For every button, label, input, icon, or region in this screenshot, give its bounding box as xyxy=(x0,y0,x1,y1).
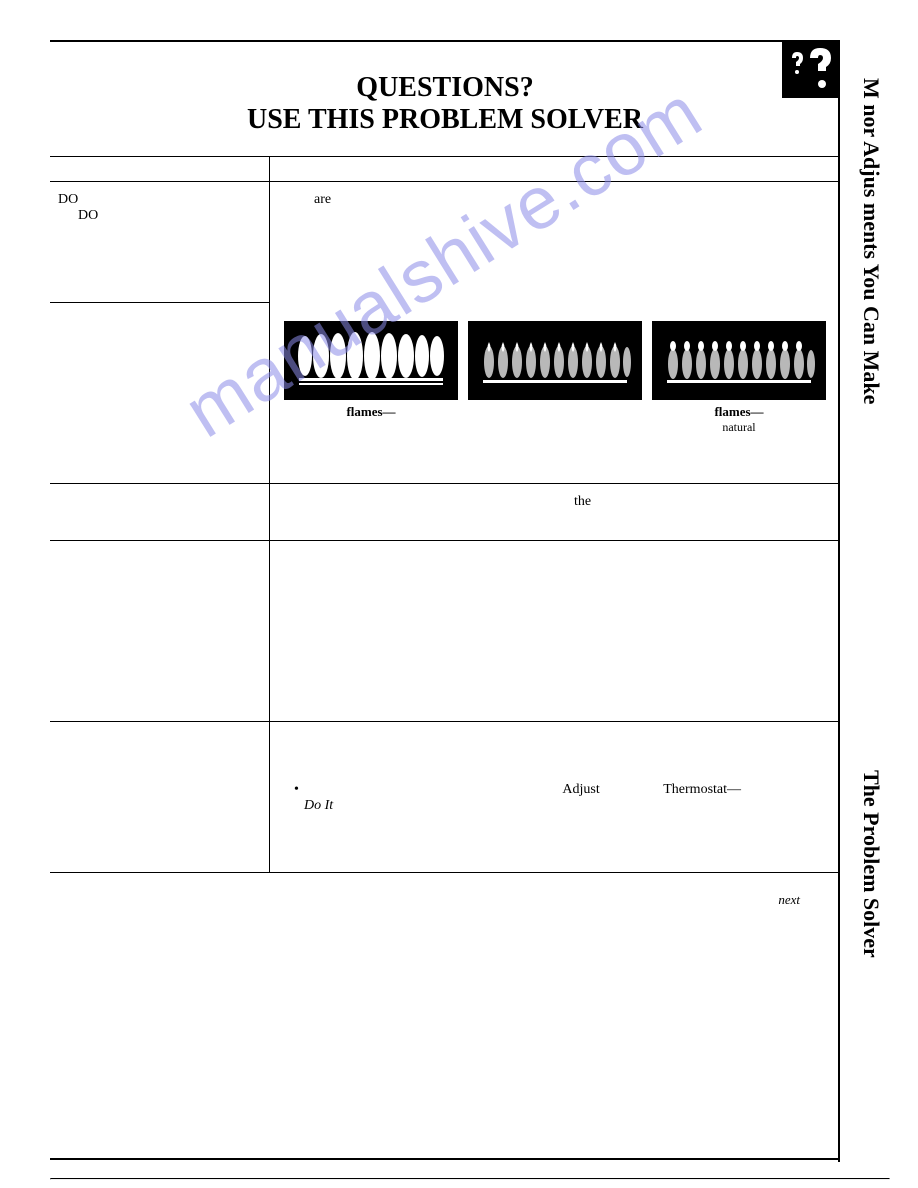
bottom-rule xyxy=(50,1158,840,1160)
row1-left: DO DO xyxy=(50,182,270,302)
row-flames: flames— xyxy=(50,303,840,483)
flame-caption-1: flames— xyxy=(284,404,458,420)
sidebar-tab-lower: The Problem Solver xyxy=(858,770,906,963)
flames-panel: flames— xyxy=(270,303,840,483)
flame-illustration-3 xyxy=(652,321,826,400)
text: Adjust xyxy=(562,782,599,797)
text: the xyxy=(574,494,591,509)
spacer xyxy=(50,303,270,483)
flame-illustration-1 xyxy=(284,321,458,400)
flame-box-3: flames— natural xyxy=(652,321,826,435)
title-line1: QUESTIONS? xyxy=(356,72,533,103)
row-mid-right: the xyxy=(270,484,840,540)
page-footer-rule xyxy=(50,1178,890,1180)
flame-box-2 xyxy=(468,321,642,435)
title-line2: USE THIS PROBLEM SOLVER xyxy=(247,104,643,135)
sidebar-tab-upper: M nor Adjus ments You Can Make xyxy=(858,78,906,409)
spacer xyxy=(50,541,270,721)
spacer xyxy=(50,157,270,181)
page-title: QUESTIONS? USE THIS PROBLEM SOLVER xyxy=(50,42,840,136)
text: are xyxy=(314,192,331,207)
flame-caption-3-sub: natural xyxy=(652,420,826,435)
row-mid: the xyxy=(50,484,840,540)
content-area: DO DO are xyxy=(50,156,840,909)
text: Thermostat— xyxy=(663,782,741,797)
flames-row: flames— xyxy=(284,321,826,435)
row-last-right: • Adjust Thermostat— Do It xyxy=(270,722,840,872)
text-italic: Do It xyxy=(304,798,333,813)
question-mark-icon xyxy=(782,42,838,98)
document-page: QUESTIONS? USE THIS PROBLEM SOLVER DO DO… xyxy=(50,40,840,1160)
spacer xyxy=(270,541,840,721)
flame-illustration-2 xyxy=(468,321,642,400)
sidebar-text-upper: M nor Adjus ments You Can Make xyxy=(858,78,884,404)
sidebar-rule xyxy=(838,42,840,1162)
spacer xyxy=(50,722,270,872)
row-last: • Adjust Thermostat— Do It xyxy=(50,722,840,872)
flame-caption-3: flames— xyxy=(652,404,826,420)
text: DO xyxy=(78,208,98,223)
row-empty xyxy=(50,541,840,721)
footer-row: next xyxy=(50,873,840,909)
footer-text: next xyxy=(778,892,800,907)
sidebar-text-lower: The Problem Solver xyxy=(858,770,884,958)
spacer xyxy=(50,484,270,540)
bullet: • xyxy=(294,782,299,797)
row1-right: are xyxy=(270,182,840,302)
flame-box-1: flames— xyxy=(284,321,458,435)
row-1: DO DO are xyxy=(50,182,840,302)
text: DO xyxy=(58,192,78,207)
